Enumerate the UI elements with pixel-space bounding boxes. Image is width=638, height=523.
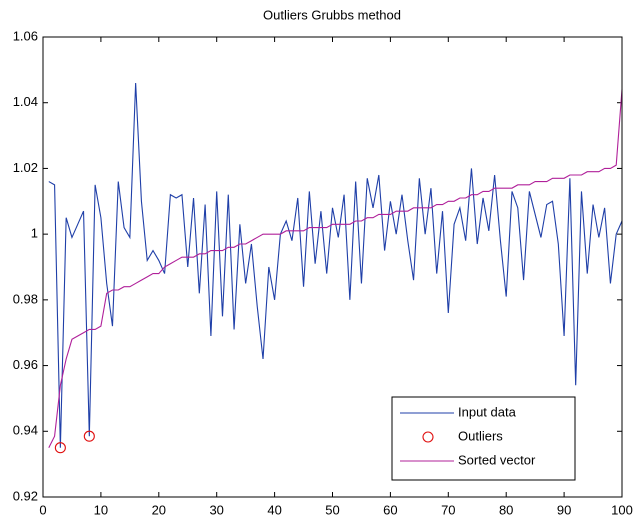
x-tick-label: 10 (94, 502, 108, 517)
y-tick-label: 0.92 (13, 488, 38, 503)
y-tick-label: 1.04 (13, 94, 38, 109)
series-line (48, 82, 623, 448)
x-tick-label: 100 (611, 502, 633, 517)
y-tick-label: 0.94 (13, 423, 38, 438)
chart-title: Outliers Grubbs method (263, 7, 401, 22)
legend-label: Input data (458, 404, 517, 419)
outlier-marker (54, 442, 66, 454)
y-tick-label: 0.98 (13, 291, 38, 306)
plot-frame (42, 36, 623, 498)
legend-marker (422, 431, 434, 443)
y-tick-label: 1.06 (13, 28, 38, 43)
x-tick-label: 80 (499, 502, 513, 517)
series-line (48, 89, 623, 448)
y-tick-label: 1 (31, 226, 38, 241)
outlier-marker (83, 430, 95, 442)
x-tick-label: 60 (383, 502, 397, 517)
legend-box (391, 396, 576, 481)
legend: Input data Outliers Sorted vector (391, 396, 576, 481)
x-tick-label: 30 (209, 502, 223, 517)
x-tick-label: 50 (325, 502, 339, 517)
x-tick-label: 90 (557, 502, 571, 517)
legend-label: Sorted vector (458, 452, 536, 467)
y-tick-label: 0.96 (13, 357, 38, 372)
x-tick-label: 0 (39, 502, 46, 517)
x-tick-label: 70 (441, 502, 455, 517)
legend-label: Outliers (458, 428, 503, 443)
x-tick-label: 20 (152, 502, 166, 517)
x-tick-label: 40 (267, 502, 281, 517)
y-tick-label: 1.02 (13, 160, 38, 175)
